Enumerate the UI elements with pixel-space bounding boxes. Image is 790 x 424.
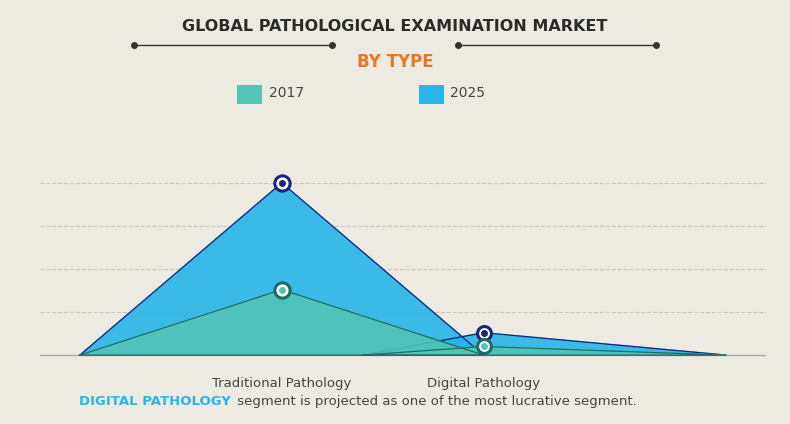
Text: segment is projected as one of the most lucrative segment.: segment is projected as one of the most …	[233, 395, 637, 408]
Polygon shape	[80, 183, 483, 355]
Text: 2017: 2017	[269, 86, 303, 100]
Text: GLOBAL PATHOLOGICAL EXAMINATION MARKET: GLOBAL PATHOLOGICAL EXAMINATION MARKET	[182, 19, 608, 34]
Text: BY TYPE: BY TYPE	[357, 53, 433, 71]
Polygon shape	[363, 333, 726, 355]
Text: DIGITAL PATHOLOGY: DIGITAL PATHOLOGY	[79, 395, 231, 408]
Polygon shape	[80, 290, 483, 355]
Text: 2025: 2025	[450, 86, 485, 100]
Polygon shape	[363, 346, 726, 355]
